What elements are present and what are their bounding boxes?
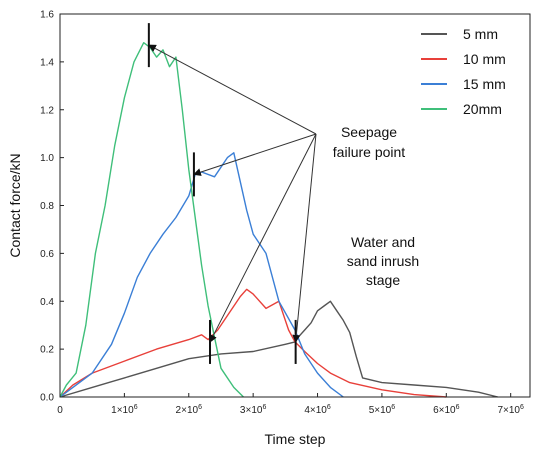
seepage-arrow [209, 133, 317, 343]
series-line-1 [59, 300, 498, 398]
y-tick-label: 1.6 [40, 10, 54, 21]
seepage-failure-label: Seepage [341, 124, 397, 140]
y-tick-label: 0.2 [40, 345, 54, 356]
y-tick-label: 0.4 [40, 297, 54, 308]
x-tick-label: 6×106 [433, 404, 460, 416]
x-tick-label: 0 [57, 405, 63, 416]
series-line-2 [59, 288, 447, 398]
x-tick-label: 7×106 [497, 404, 524, 416]
y-tick-label: 0.8 [40, 201, 54, 212]
annotation-layer: Seepage failure point Water and sand inrush… [147, 23, 419, 364]
ticks-layer: 0.0 0.2 0.4 0.6 0.8 1.0 1.2 1.4 1.6 0 1×106 2×106 3×… [40, 10, 524, 417]
legend-label: 15 mm [463, 76, 506, 92]
legend-label: 20mm [463, 101, 502, 117]
legend-label: 10 mm [463, 51, 506, 67]
seepage-arrow [292, 133, 317, 343]
series-line-4 [59, 42, 244, 398]
seepage-arrow [147, 44, 317, 135]
x-axis-title: Time step [265, 431, 326, 447]
inrush-stage-label: stage [366, 272, 400, 288]
inrush-stage-label: sand inrush [347, 253, 419, 269]
x-tick-label: 1×106 [111, 404, 138, 416]
y-tick-label: 0.6 [40, 249, 54, 260]
y-axis-title: Contact force/kN [7, 153, 23, 257]
x-tick-label: 2×106 [176, 404, 203, 416]
x-tick-label: 5×106 [369, 404, 396, 416]
y-tick-label: 1.2 [40, 105, 54, 116]
series-layer [59, 42, 498, 398]
x-tick-label: 3×106 [240, 404, 267, 416]
y-tick-label: 1.0 [40, 153, 54, 164]
y-tick-label: 0.0 [40, 393, 54, 404]
series-line-3 [59, 152, 344, 398]
x-tick-label: 4×106 [304, 404, 331, 416]
seepage-failure-label: failure point [333, 144, 405, 160]
inrush-stage-label: Water and [351, 234, 415, 250]
seepage-arrow [192, 133, 317, 176]
legend: 5 mm 10 mm 15 mm 20mm [421, 26, 506, 117]
y-tick-label: 1.4 [40, 57, 54, 68]
legend-label: 5 mm [463, 26, 498, 42]
